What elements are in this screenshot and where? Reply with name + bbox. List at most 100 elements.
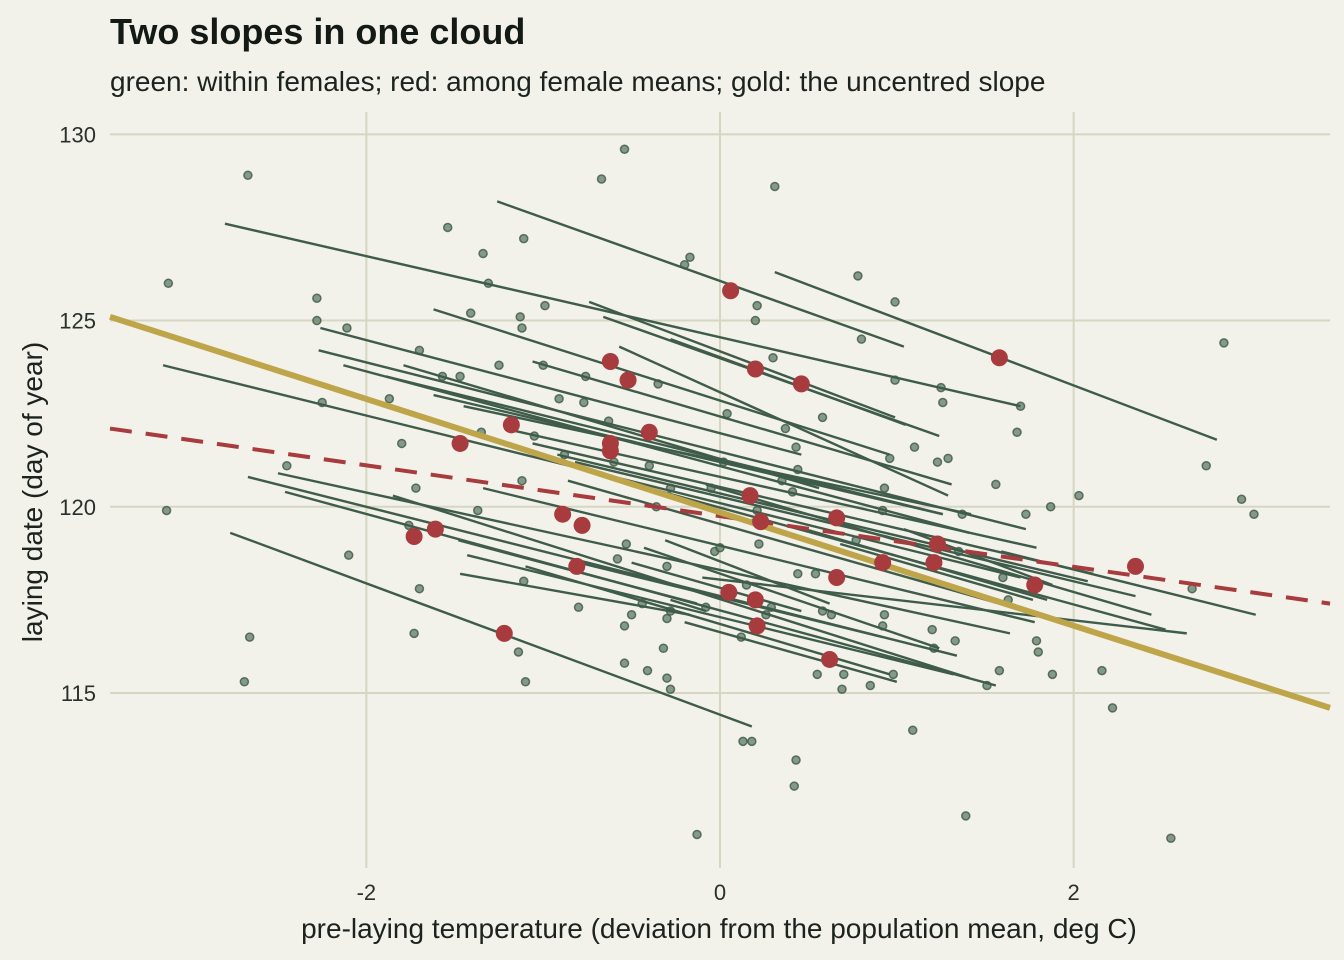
observation-point	[865, 680, 876, 691]
female-mean-point	[640, 423, 658, 441]
y-tick-label: 120	[59, 495, 96, 520]
observation-point	[907, 725, 918, 735]
female-mean-point	[746, 360, 764, 378]
observation-point	[927, 624, 937, 635]
observation-point	[626, 610, 637, 620]
female-mean-point	[821, 650, 839, 668]
observation-point	[465, 308, 476, 318]
observation-point	[518, 233, 529, 244]
within-female-slope	[496, 200, 905, 348]
observation-point	[754, 539, 764, 549]
observation-point	[515, 312, 525, 322]
female-mean-point	[874, 554, 892, 572]
observation-point	[619, 658, 630, 668]
observation-point	[812, 669, 822, 680]
observation-point	[621, 539, 632, 549]
observation-point	[789, 781, 800, 791]
observation-point	[839, 669, 849, 680]
x-axis-title: pre-laying temperature (deviation from t…	[301, 913, 1137, 944]
within-female-slope	[532, 442, 1094, 575]
female-mean-point	[405, 528, 423, 546]
female-mean-point	[925, 554, 943, 572]
observation-point	[662, 613, 672, 624]
female-mean-point	[928, 535, 946, 553]
within-female-slope	[684, 621, 898, 683]
observation-point	[312, 315, 322, 326]
observation-point	[384, 394, 395, 404]
female-mean-point	[619, 371, 637, 389]
female-mean-point	[748, 617, 766, 635]
observation-point	[642, 665, 653, 676]
y-axis-title: laying date (day of year)	[17, 342, 48, 642]
within-female-slope	[588, 300, 896, 419]
female-mean-point	[495, 624, 513, 642]
observation-point	[243, 170, 253, 181]
y-tick-label: 130	[59, 122, 96, 147]
observation-point	[994, 665, 1005, 676]
within-female-slope	[705, 483, 1152, 616]
observation-point	[1033, 647, 1044, 657]
female-mean-point	[1127, 557, 1145, 575]
within-female-slope	[466, 554, 954, 676]
observation-point	[312, 293, 322, 303]
observation-point	[991, 479, 1001, 490]
observation-point	[342, 323, 352, 333]
within-female-slope	[903, 527, 1053, 587]
within-female-slope	[670, 598, 707, 613]
observation-point	[879, 483, 890, 493]
observation-point	[853, 271, 863, 281]
observation-point	[909, 442, 920, 452]
observation-point	[1047, 669, 1058, 680]
y-tick-label: 125	[59, 309, 96, 334]
observation-point	[950, 636, 960, 646]
observation-point	[1097, 665, 1107, 676]
plot-area	[109, 144, 1331, 843]
female-mean-point	[746, 591, 764, 609]
observation-point	[780, 423, 791, 434]
observation-point	[665, 684, 676, 694]
observation-point	[343, 550, 354, 560]
observation-point	[738, 736, 748, 747]
female-mean-point	[601, 353, 619, 371]
observation-point	[239, 677, 250, 687]
observation-point	[520, 677, 531, 687]
observation-point	[1031, 636, 1042, 646]
observation-point	[793, 569, 803, 579]
observation-point	[770, 181, 780, 192]
x-tick-label: 0	[714, 880, 726, 905]
observation-point	[396, 438, 407, 449]
within-female-slope	[229, 531, 753, 728]
observation-point	[540, 300, 550, 311]
within-female-slope	[567, 479, 1000, 605]
observation-point	[662, 561, 672, 572]
observation-point	[619, 621, 630, 631]
observation-point	[161, 505, 172, 516]
observation-point	[685, 252, 695, 262]
observation-point	[409, 628, 419, 639]
observation-point	[573, 602, 584, 613]
tick-labels: -2 0 2 115 120 125 130	[59, 122, 1079, 905]
observation-point	[817, 412, 828, 423]
within-female-slope	[643, 546, 940, 650]
observation-point	[1074, 490, 1084, 501]
observation-point	[658, 643, 669, 654]
observation-point	[282, 461, 292, 471]
between-female-slope	[109, 426, 1331, 606]
observation-point	[163, 278, 174, 289]
female-mean-point	[792, 375, 810, 393]
observation-point	[1012, 427, 1022, 438]
observation-point	[517, 323, 527, 333]
female-mean-point	[573, 516, 591, 534]
observation-point	[810, 569, 821, 579]
female-mean-point	[828, 569, 846, 587]
within-female-slope	[482, 486, 1036, 624]
within-female-slope	[277, 472, 1011, 635]
observation-point	[884, 453, 895, 464]
observation-point	[411, 483, 421, 493]
observation-point	[1045, 502, 1056, 512]
female-mean-point	[752, 513, 770, 531]
observation-point	[414, 583, 425, 594]
within-female-slope	[631, 561, 802, 613]
within-female-slope	[343, 364, 970, 534]
observation-point	[579, 397, 589, 408]
